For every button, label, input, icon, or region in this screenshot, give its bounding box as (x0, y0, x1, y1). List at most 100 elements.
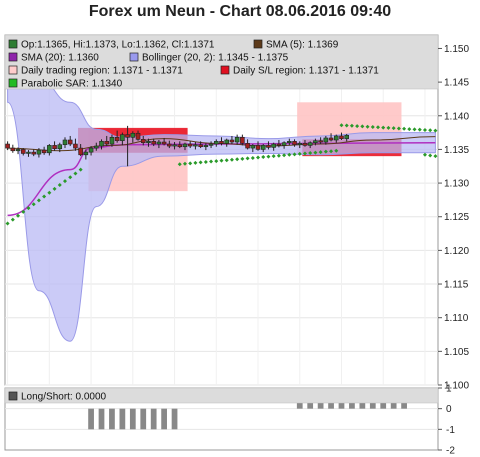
candle-body (193, 144, 198, 147)
candle-body (109, 137, 115, 145)
candle-body (120, 134, 125, 141)
candle-body (276, 143, 282, 146)
sar-dot (52, 186, 57, 191)
sar-dot (57, 183, 62, 187)
long-short-bar (161, 408, 167, 430)
candle-body (146, 141, 151, 143)
sar-dot (355, 124, 360, 129)
candle-body (214, 141, 219, 145)
sar-dot (276, 153, 281, 158)
y-tick-label: 1.130 (444, 179, 469, 190)
legend-swatch (8, 78, 18, 88)
y-tick-label: 1.150 (444, 44, 469, 55)
sar-dot (313, 150, 318, 155)
sar-dot (31, 202, 36, 207)
sub-y-axis: 1 0 -1 -2 (438, 384, 455, 457)
y-tick-label: 1.110 (444, 313, 469, 324)
legend-swatch (220, 65, 230, 75)
sar-dot (287, 152, 292, 157)
sar-dot (193, 160, 198, 165)
legend-label: Daily trading region: 1.1371 - 1.1371 (21, 66, 183, 77)
candle-body (140, 139, 146, 143)
y-tick-label: 1.125 (444, 212, 469, 223)
candle-body (187, 143, 193, 147)
candle-body (5, 143, 10, 149)
sub-legend-box (4, 387, 439, 404)
candle-body (26, 151, 31, 154)
sar-dot (318, 150, 323, 155)
candle-body (114, 137, 120, 141)
sub-legend: Long/Short: 0.0000 (8, 392, 107, 403)
candle-body (88, 147, 94, 153)
sar-dot (365, 124, 370, 129)
sar-dot (339, 123, 344, 128)
sar-dot (261, 155, 266, 160)
sar-dot (422, 152, 427, 157)
sar-dot (417, 127, 422, 132)
legend-swatch (8, 52, 18, 62)
sar-dot (177, 162, 182, 167)
candle-body (240, 137, 245, 144)
legend-label: Parabolic SAR: 1.1340 (21, 79, 123, 90)
legend-box (4, 34, 439, 90)
candle-body (36, 149, 42, 155)
sar-dot (240, 156, 245, 161)
sar-dot (349, 123, 354, 128)
candle-body (198, 144, 203, 148)
candle-body (281, 142, 287, 146)
sar-dot (292, 152, 297, 157)
candle-body (328, 137, 334, 141)
candle-body (172, 144, 177, 147)
sma20-line (7, 141, 436, 217)
candle-body (245, 143, 250, 149)
sub-y-tick-label: 0 (446, 404, 452, 415)
candle-body (151, 141, 156, 145)
candle-body (15, 149, 21, 152)
sar-dot (198, 160, 203, 165)
sar-dot (344, 123, 349, 128)
candle-body (182, 143, 188, 148)
long-short-bar (109, 408, 115, 430)
sar-dot (21, 209, 26, 214)
sar-dot (26, 206, 31, 211)
candle-body (287, 141, 292, 143)
candle-body (297, 143, 303, 146)
candle-body (99, 141, 104, 147)
y-tick-label: 1.140 (444, 111, 469, 122)
sar-dot (282, 153, 287, 158)
legend-swatch (8, 65, 18, 75)
long-short-bar (129, 408, 136, 430)
sar-dot (396, 126, 401, 131)
sar-dot (219, 158, 224, 163)
sar-dot (68, 175, 73, 180)
sar-dot (334, 148, 339, 153)
candle-body (78, 147, 83, 156)
sar-dot (250, 155, 255, 160)
sar-dot (376, 125, 381, 130)
candle-body (73, 143, 78, 149)
sar-dot (402, 126, 407, 131)
candle-body (229, 139, 235, 143)
sar-dot (297, 151, 302, 156)
candle-body (250, 145, 256, 149)
candle-body (302, 143, 308, 146)
long-short-bar (88, 408, 94, 430)
candle-body (130, 132, 136, 138)
legend-label: SMA (5): 1.1369 (266, 40, 339, 51)
candle-body (156, 141, 162, 145)
candle-body (31, 151, 36, 155)
candle-body (52, 145, 57, 150)
sar-dot (428, 153, 433, 158)
long-short-bar (140, 408, 147, 430)
sar-dot (245, 156, 250, 161)
y-tick-label: 1.100 (444, 381, 469, 392)
sar-dot (203, 159, 208, 164)
candle-body (255, 145, 261, 150)
candle-body (161, 141, 167, 145)
candle-body (94, 145, 99, 149)
sar-dot (5, 221, 10, 226)
sar-dot (78, 167, 83, 172)
candle-body (125, 134, 130, 138)
sar-dot (47, 190, 52, 195)
